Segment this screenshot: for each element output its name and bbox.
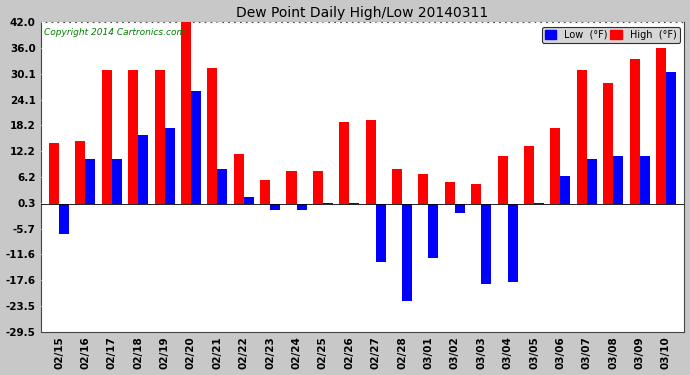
Bar [392,170,402,204]
Bar [112,159,122,204]
Bar [191,92,201,204]
Bar [455,204,465,213]
Bar [560,176,571,204]
Bar [59,204,69,234]
Bar [181,22,191,204]
Bar [402,204,412,302]
Bar [75,141,86,204]
Bar [49,143,59,204]
Bar [297,204,306,210]
Bar [497,156,508,204]
Bar [603,83,613,204]
Bar [339,122,349,204]
Bar [534,202,544,204]
Bar [234,154,244,204]
Bar [375,204,386,262]
Bar [217,170,228,204]
Bar [666,72,676,204]
Text: Copyright 2014 Cartronics.com: Copyright 2014 Cartronics.com [43,28,185,37]
Bar [155,70,165,204]
Legend: Low  (°F), High  (°F): Low (°F), High (°F) [542,27,680,43]
Bar [313,171,323,204]
Bar [629,59,640,204]
Bar [323,202,333,204]
Bar [260,180,270,204]
Bar [418,174,428,204]
Bar [244,198,254,204]
Bar [270,204,280,210]
Bar [165,128,175,204]
Bar [445,182,455,204]
Bar [524,146,534,204]
Bar [349,202,359,204]
Bar [138,135,148,204]
Bar [471,184,481,204]
Bar [286,171,297,204]
Bar [128,70,138,204]
Bar [551,128,560,204]
Bar [86,159,95,204]
Bar [508,204,518,282]
Bar [481,204,491,284]
Bar [428,204,438,258]
Bar [640,156,649,204]
Bar [613,156,623,204]
Bar [577,70,586,204]
Bar [207,68,217,204]
Bar [101,70,112,204]
Bar [586,159,597,204]
Bar [366,120,375,204]
Bar [656,48,666,204]
Title: Dew Point Daily High/Low 20140311: Dew Point Daily High/Low 20140311 [237,6,489,20]
